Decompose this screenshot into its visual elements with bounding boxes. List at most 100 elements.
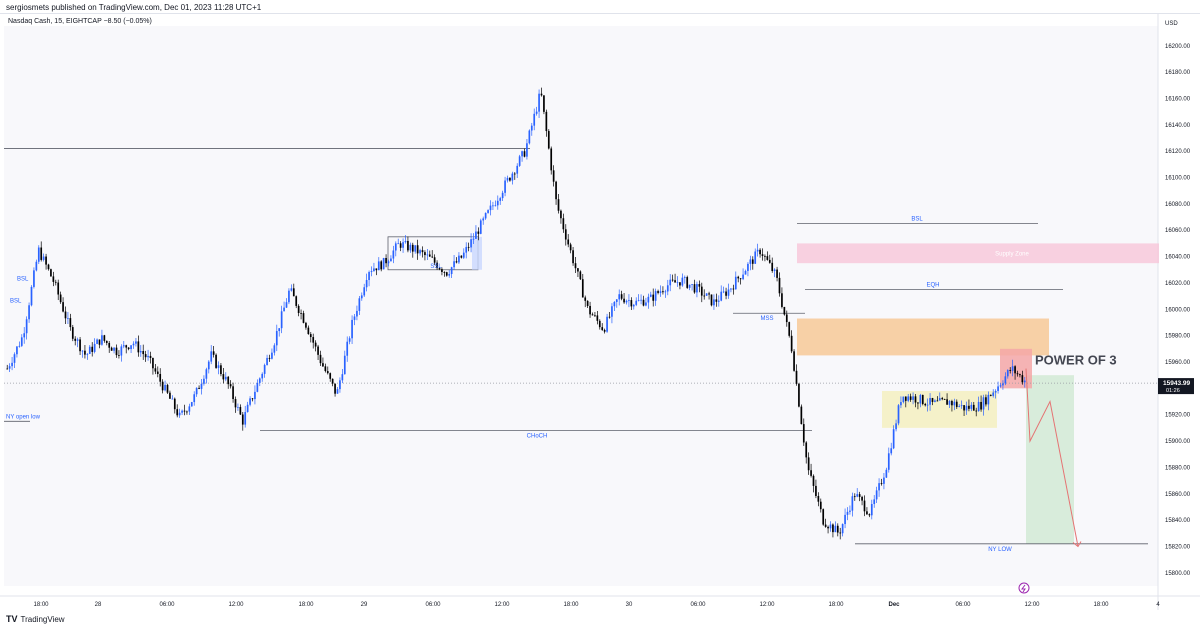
candle-body — [649, 294, 652, 297]
candle-body — [164, 384, 166, 391]
candle-body — [528, 130, 531, 144]
candle-body — [438, 268, 441, 270]
plot-area[interactable] — [4, 26, 1158, 586]
y-tick-label: 15980.00 — [1165, 334, 1191, 340]
candle-body — [416, 245, 419, 254]
candle-body — [390, 258, 392, 262]
projection-arrowhead — [1072, 541, 1082, 548]
candle-body — [535, 111, 538, 114]
candle-body — [273, 345, 276, 353]
candle-body — [186, 411, 188, 413]
candle-body — [516, 165, 519, 174]
chart-area[interactable]: BSL Supply Zone EQH MSS SSL CHoCH NY LOW POWER … — [0, 14, 1200, 610]
y-tick-label: 16100.00 — [1165, 176, 1191, 182]
candle-body — [890, 448, 893, 454]
x-tick-label: 12:00 — [759, 602, 775, 608]
candle-body — [169, 392, 171, 399]
candle-body — [290, 288, 293, 291]
candle-body — [115, 347, 118, 356]
candle-body — [91, 346, 94, 352]
candle-body — [297, 305, 300, 314]
candle-body — [564, 229, 567, 240]
price-chart[interactable]: BSL Supply Zone EQH MSS SSL CHoCH NY LOW POWER … — [0, 14, 1200, 610]
candle-body — [766, 256, 769, 260]
candle-body — [543, 95, 545, 112]
candle-body — [1014, 366, 1016, 374]
candle-body — [200, 383, 203, 389]
candle-body — [482, 218, 485, 221]
candle-body — [853, 496, 856, 498]
candle-body — [244, 412, 247, 425]
x-tick-label: 18:00 — [298, 602, 314, 608]
candle-body — [237, 406, 239, 408]
candle-body — [802, 424, 805, 443]
candle-body — [868, 514, 871, 516]
candle-body — [499, 198, 502, 201]
candle-body — [241, 414, 244, 425]
candle-body — [331, 378, 334, 384]
candle-body — [205, 369, 208, 379]
lightning-icon[interactable] — [1018, 582, 1030, 594]
candle-body — [836, 525, 839, 533]
candle-body — [127, 347, 130, 350]
candle-body — [210, 351, 213, 362]
candle-body — [35, 261, 38, 271]
candle-body — [824, 524, 827, 527]
candle-body — [341, 374, 344, 381]
candle-body — [727, 289, 730, 296]
candle-body — [742, 274, 744, 280]
candle-body — [992, 392, 995, 396]
candle-body — [562, 218, 565, 230]
y-tick-label: 16080.00 — [1165, 202, 1191, 208]
choch-label: CHoCH — [527, 434, 548, 440]
candle-body — [985, 397, 987, 405]
last-price-value: 15943.99 — [1163, 380, 1190, 387]
candle-body — [589, 305, 591, 315]
candle-body — [368, 272, 370, 281]
candle-body — [776, 269, 778, 278]
candle-body — [545, 111, 548, 132]
candle-body — [654, 291, 657, 301]
candle-body — [841, 524, 844, 534]
candle-body — [103, 335, 106, 341]
candle-body — [96, 339, 98, 344]
open-low-label: NY open low — [6, 414, 41, 420]
candle-body — [606, 316, 608, 332]
candle-body — [421, 250, 424, 253]
y-tick-label: 15920.00 — [1165, 413, 1191, 419]
candle-body — [450, 267, 453, 275]
candle-body — [159, 373, 162, 382]
candle-body — [858, 494, 861, 497]
candle-body — [666, 285, 669, 292]
candle-body — [120, 346, 123, 356]
candle-body — [387, 261, 390, 264]
last-price-tag[interactable] — [1158, 378, 1194, 395]
y-tick-label: 15960.00 — [1165, 360, 1191, 366]
candle-body — [615, 299, 618, 302]
tradingview-logo: TV TradingView — [6, 614, 65, 624]
candle-body — [300, 313, 302, 314]
candle-body — [135, 341, 137, 344]
candle-body — [747, 263, 749, 271]
candle-body — [433, 257, 436, 263]
candle-body — [839, 532, 842, 534]
candle-body — [686, 277, 689, 288]
candle-body — [445, 272, 448, 276]
candle-body — [409, 244, 412, 251]
candle-body — [295, 296, 298, 306]
candle-body — [509, 177, 511, 181]
ssl-highlight — [472, 236, 482, 270]
candle-body — [909, 396, 912, 400]
y-tick-label: 16120.00 — [1165, 149, 1191, 155]
candle-body — [74, 338, 77, 341]
candle-body — [188, 406, 191, 412]
candle-body — [618, 294, 621, 300]
mss-label: MSS — [760, 316, 773, 322]
candle-body — [664, 291, 667, 293]
candle-body — [81, 350, 84, 352]
candle-body — [229, 384, 232, 387]
y-tick-label: 16200.00 — [1165, 44, 1191, 50]
candle-body — [759, 249, 761, 255]
y-tick-label: 16000.00 — [1165, 307, 1191, 313]
candle-body — [968, 405, 970, 409]
